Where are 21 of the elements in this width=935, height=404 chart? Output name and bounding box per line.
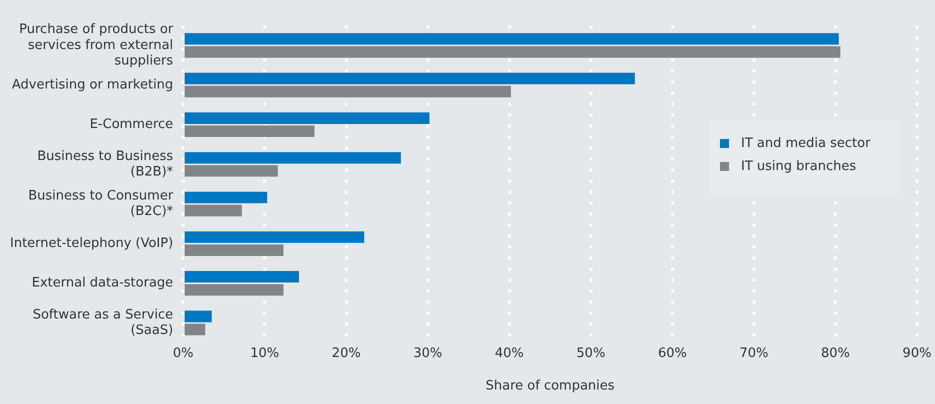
x-tick-label: 50% [576, 346, 606, 361]
y-tick-label: Software as a Service (SaaS) [32, 308, 174, 338]
y-tick-label: Business to Business (B2B)* [37, 148, 174, 180]
y-tick-label: Advertising or marketing [12, 77, 174, 92]
x-tick-label: 40% [494, 346, 524, 361]
y-tick-label: Internet-telephony (VoIP) [10, 236, 174, 252]
x-tick-label: 90% [902, 346, 932, 361]
y-tick-label: Purchase of products or services from external suppliers [19, 22, 174, 68]
y-tick-label: External data-storage [32, 276, 174, 291]
x-tick-label: 0% [172, 346, 194, 361]
x-tick-label: 70% [739, 346, 768, 361]
y-tick-label: Business to Consumer (B2C)* [28, 188, 174, 220]
x-axis-title: Share of companies [486, 378, 615, 394]
x-tick-label: 10% [250, 346, 280, 361]
y-tick-label: E-Commerce [90, 117, 174, 132]
x-tick-label: 30% [413, 346, 442, 361]
legend-label: IT using branches [741, 159, 856, 174]
x-tick-label: 60% [658, 346, 687, 361]
legend-label: IT and media sector [741, 136, 870, 151]
x-tick-label: 20% [332, 346, 361, 361]
x-tick-label: 80% [821, 346, 850, 361]
